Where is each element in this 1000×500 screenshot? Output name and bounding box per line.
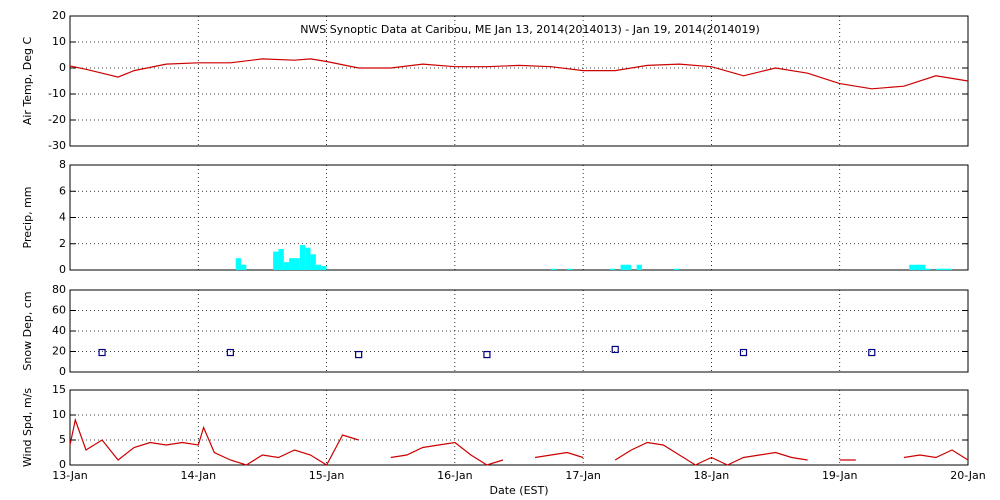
bar <box>941 268 947 270</box>
bar <box>310 254 316 270</box>
bar <box>625 264 632 270</box>
y-tick-label: 0 <box>59 458 66 471</box>
y-tick-label: 5 <box>59 433 66 446</box>
bar <box>636 264 642 270</box>
y-axis-label: Precip, mm <box>21 187 34 249</box>
bar <box>305 247 311 270</box>
point <box>611 345 619 354</box>
y-tick-label: 60 <box>52 304 66 317</box>
y-tick-label: 80 <box>52 283 66 296</box>
y-tick-label: 10 <box>52 35 66 48</box>
bar <box>919 264 926 270</box>
y-tick-label: 0 <box>59 61 66 74</box>
point <box>739 348 748 357</box>
bar <box>278 249 284 270</box>
bar <box>299 245 306 270</box>
bar <box>925 268 931 270</box>
bar <box>935 268 942 270</box>
point <box>98 348 106 357</box>
bar <box>609 268 616 270</box>
y-tick-label: 15 <box>52 383 66 396</box>
bar <box>909 264 915 270</box>
x-tick-label: 16-Jan <box>437 469 473 482</box>
y-tick-label: 2 <box>59 237 66 250</box>
plot-frame <box>69 289 969 373</box>
bar <box>321 266 327 270</box>
x-axis-label: Date (EST) <box>489 484 548 497</box>
y-tick-label: -10 <box>48 87 66 100</box>
y-tick-label: -30 <box>48 139 66 152</box>
y-axis-label: Air Temp, Deg C <box>21 37 34 126</box>
y-tick-label: 6 <box>59 184 66 197</box>
data-line <box>69 58 969 90</box>
bar <box>551 268 557 270</box>
bar <box>674 268 680 270</box>
bar <box>914 264 920 270</box>
y-tick-label: 10 <box>52 408 66 421</box>
y-tick-label: 20 <box>52 9 66 22</box>
bar <box>235 258 242 270</box>
y-tick-label: 4 <box>59 211 66 224</box>
y-axis-label: Snow Dep, cm <box>21 291 34 370</box>
point <box>868 348 876 357</box>
y-tick-label: 0 <box>59 365 66 378</box>
point <box>226 348 234 357</box>
x-tick-label: 14-Jan <box>181 469 217 482</box>
bar <box>315 264 322 270</box>
x-tick-label: 19-Jan <box>822 469 858 482</box>
y-tick-label: 0 <box>59 263 66 276</box>
y-axis-label: Wind Spd, m/s <box>21 388 34 468</box>
bar <box>294 258 300 270</box>
bar <box>567 268 573 270</box>
bar <box>946 268 952 270</box>
bar <box>289 258 295 270</box>
y-tick-label: 20 <box>52 345 66 358</box>
y-tick-label: 8 <box>59 158 66 171</box>
y-tick-label: -20 <box>48 113 66 126</box>
x-tick-label: 18-Jan <box>694 469 730 482</box>
chart-title: NWS Synoptic Data at Caribou, ME Jan 13,… <box>300 23 760 36</box>
bar <box>273 251 279 270</box>
bar <box>283 262 290 270</box>
point <box>355 350 363 359</box>
plot-frame <box>69 164 969 271</box>
bar <box>241 264 247 270</box>
x-tick-label: 13-Jan <box>52 469 88 482</box>
bar <box>620 264 626 270</box>
point <box>483 350 491 359</box>
x-tick-label: 15-Jan <box>309 469 345 482</box>
y-tick-label: 40 <box>52 324 66 337</box>
x-tick-label: 17-Jan <box>565 469 601 482</box>
data-line <box>69 417 969 466</box>
x-tick-label: 20-Jan <box>950 469 986 482</box>
plot-frame <box>69 389 969 466</box>
